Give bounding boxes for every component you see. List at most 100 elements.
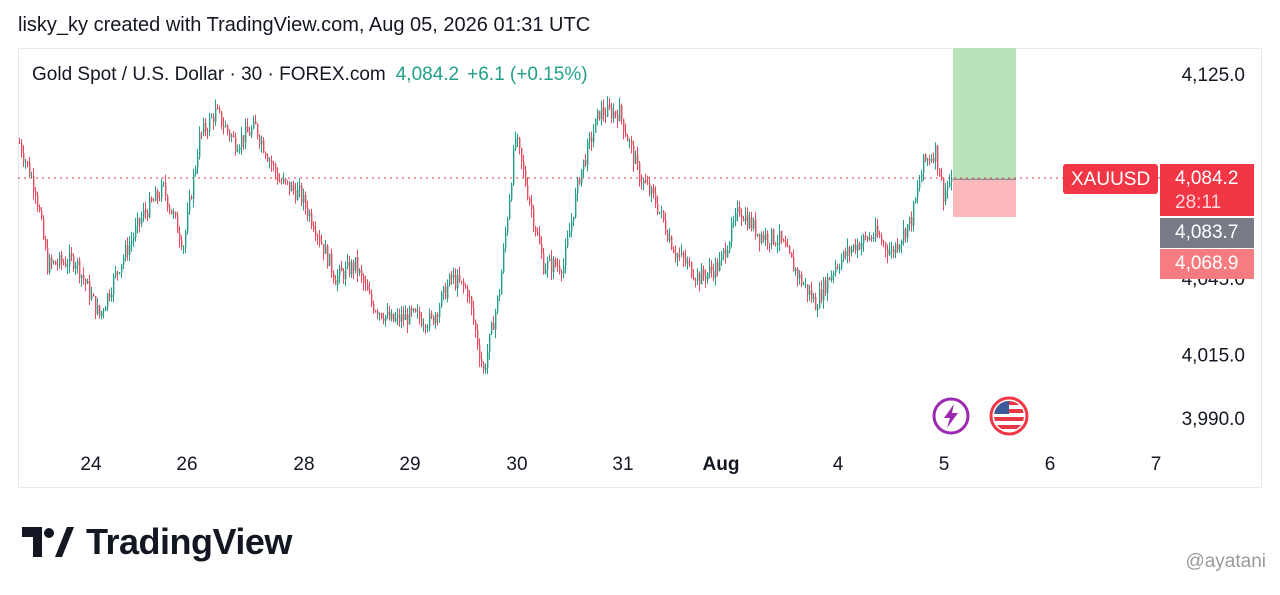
brand-name: TradingView <box>86 521 292 562</box>
candle-body <box>805 284 807 286</box>
candle-body <box>171 209 173 215</box>
lightning-bolt-icon[interactable] <box>931 396 971 436</box>
candle-body <box>601 107 603 120</box>
brand[interactable]: TradingView <box>22 521 292 563</box>
candle-body <box>589 136 591 142</box>
candle-body <box>409 307 411 325</box>
candle-body <box>687 261 689 264</box>
candle-body <box>227 125 229 132</box>
x-tick-label: 28 <box>293 454 314 475</box>
candle-body <box>563 265 565 274</box>
candle-body <box>951 177 953 182</box>
candle-body <box>93 294 95 297</box>
candle-body <box>87 280 89 284</box>
candle-body <box>105 307 107 311</box>
candle-body <box>361 270 363 276</box>
candle-body <box>503 247 505 272</box>
candle-body <box>933 158 935 162</box>
candle-body <box>779 230 781 244</box>
stop-price-tag: 4,068.9 <box>1160 249 1254 279</box>
time-axis[interactable]: 24 26 28 29 30 31 Aug 4 5 6 7 <box>80 454 1161 475</box>
candle-body <box>197 157 199 169</box>
candles-group[interactable] <box>19 96 953 375</box>
candle-body <box>649 183 651 194</box>
candle-body <box>557 265 559 267</box>
candle-body <box>883 242 885 244</box>
candle-body <box>739 206 741 215</box>
candle-body <box>321 241 323 245</box>
candle-body <box>439 306 441 318</box>
candle-body <box>793 257 795 272</box>
candle-body <box>447 285 449 299</box>
y-tick-label: 4,015.0 <box>1182 345 1245 366</box>
candle-body <box>65 263 67 267</box>
candle-body <box>135 226 137 237</box>
candle-body <box>661 210 663 212</box>
candle-body <box>347 261 349 267</box>
candle-body <box>415 309 417 312</box>
candle-body <box>359 270 361 274</box>
candle-body <box>229 131 231 138</box>
candle-body <box>513 148 515 185</box>
candle-body <box>463 281 465 286</box>
candle-body <box>629 140 631 142</box>
candle-body <box>553 259 555 273</box>
candle-body <box>31 176 33 178</box>
candle-body <box>195 168 197 174</box>
candle-body <box>123 257 125 265</box>
candle-body <box>157 190 159 199</box>
candle-body <box>291 184 293 192</box>
candle-body <box>181 240 183 248</box>
candle-body <box>741 214 743 219</box>
candle-body <box>461 281 463 283</box>
candle-body <box>151 197 153 201</box>
candle-body <box>791 252 793 258</box>
candle-body <box>837 266 839 268</box>
candle-body <box>749 217 751 228</box>
candle-body <box>103 310 105 312</box>
candle-body <box>611 107 613 119</box>
candle-body <box>295 189 297 200</box>
x-tick-label: 24 <box>80 454 102 475</box>
us-flag-icon[interactable] <box>988 395 1030 437</box>
x-tick-label: 30 <box>506 454 527 475</box>
candle-body <box>281 181 283 183</box>
candle-body <box>425 325 427 329</box>
candle-body <box>849 247 851 254</box>
candle-body <box>19 142 21 144</box>
position-tool[interactable] <box>953 48 1016 217</box>
candle-body <box>143 209 145 218</box>
candle-body <box>71 252 73 257</box>
candle-body <box>543 253 545 274</box>
chart-panel[interactable] <box>18 48 1262 488</box>
candle-body <box>861 243 863 250</box>
candle-body <box>683 252 685 259</box>
candle-body <box>751 217 753 229</box>
candle-body <box>473 307 475 322</box>
candle-body <box>711 266 713 271</box>
candle-body <box>783 239 785 242</box>
candle-body <box>663 210 665 221</box>
candle-body <box>737 206 739 213</box>
candle-body <box>835 266 837 274</box>
candle-body <box>587 141 589 165</box>
candle-body <box>417 311 419 313</box>
candle-body <box>309 212 311 217</box>
candle-body <box>67 265 69 267</box>
candle-body <box>735 212 737 222</box>
symbol-legend[interactable]: Gold Spot / U.S. Dollar · 30 · FOREX.com… <box>32 64 588 86</box>
candle-body <box>485 367 487 370</box>
candle-body <box>547 260 549 270</box>
candle-body <box>451 274 453 278</box>
candle-body <box>483 363 485 370</box>
candle-body <box>909 216 911 225</box>
candle-body <box>591 136 593 143</box>
tradingview-logo-icon <box>22 527 74 557</box>
watermark: @ayatani <box>1185 551 1266 572</box>
candle-body <box>627 135 629 142</box>
candle-body <box>893 248 895 254</box>
candle-body <box>605 114 607 117</box>
candle-body <box>709 266 711 274</box>
candle-body <box>363 275 365 284</box>
